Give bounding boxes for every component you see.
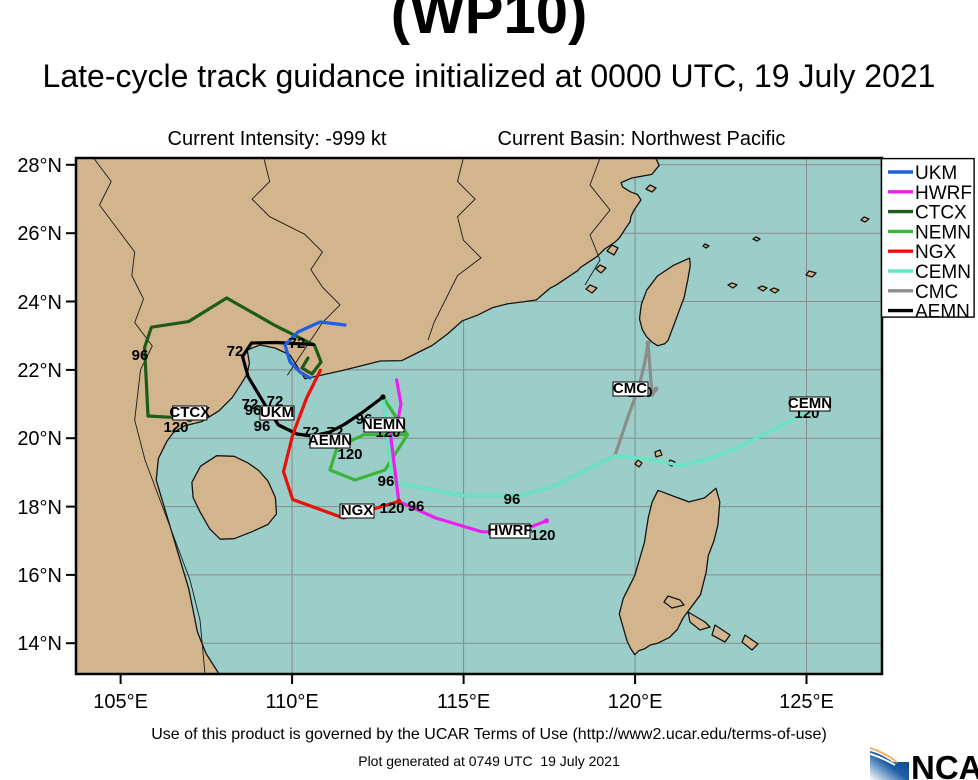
svg-text:96: 96 <box>504 491 521 508</box>
svg-text:CEMN: CEMN <box>915 262 971 283</box>
svg-text:14°N: 14°N <box>17 633 62 655</box>
svg-text:CTCX: CTCX <box>169 404 210 421</box>
svg-text:NEMN: NEMN <box>915 222 971 243</box>
svg-text:72: 72 <box>242 396 259 413</box>
svg-text:20°N: 20°N <box>17 428 62 450</box>
svg-text:125°E: 125°E <box>779 691 834 713</box>
svg-text:115°E: 115°E <box>437 691 490 713</box>
svg-text:110°E: 110°E <box>265 691 318 713</box>
svg-text:120°E: 120°E <box>608 691 663 713</box>
svg-text:HWRF: HWRF <box>915 183 972 204</box>
svg-text:UKM: UKM <box>915 163 957 184</box>
svg-text:CMC: CMC <box>613 380 647 397</box>
svg-text:22°N: 22°N <box>17 360 62 382</box>
svg-text:18°N: 18°N <box>17 497 62 519</box>
svg-text:105°E: 105°E <box>93 691 148 713</box>
svg-text:72: 72 <box>289 335 306 352</box>
svg-text:96: 96 <box>378 473 395 490</box>
svg-text:24°N: 24°N <box>17 292 62 314</box>
svg-text:NGX: NGX <box>341 502 374 519</box>
svg-text:72: 72 <box>227 343 244 360</box>
svg-text:120: 120 <box>379 500 404 517</box>
svg-text:26°N: 26°N <box>17 223 62 245</box>
svg-text:28°N: 28°N <box>17 155 62 177</box>
svg-text:120: 120 <box>530 527 555 544</box>
svg-text:CMC: CMC <box>915 282 958 303</box>
svg-text:NEMN: NEMN <box>362 416 406 433</box>
svg-text:HWRF: HWRF <box>488 522 533 539</box>
svg-text:96: 96 <box>408 498 425 515</box>
svg-text:CEMN: CEMN <box>788 395 832 412</box>
svg-text:CTCX: CTCX <box>915 203 967 224</box>
svg-text:NGX: NGX <box>915 242 957 263</box>
svg-text:16°N: 16°N <box>17 565 62 587</box>
svg-text:AEMN: AEMN <box>915 302 970 323</box>
svg-text:AEMN: AEMN <box>308 432 352 449</box>
svg-text:96: 96 <box>132 347 149 364</box>
svg-text:120: 120 <box>163 419 188 436</box>
svg-text:UKM: UKM <box>260 404 294 421</box>
